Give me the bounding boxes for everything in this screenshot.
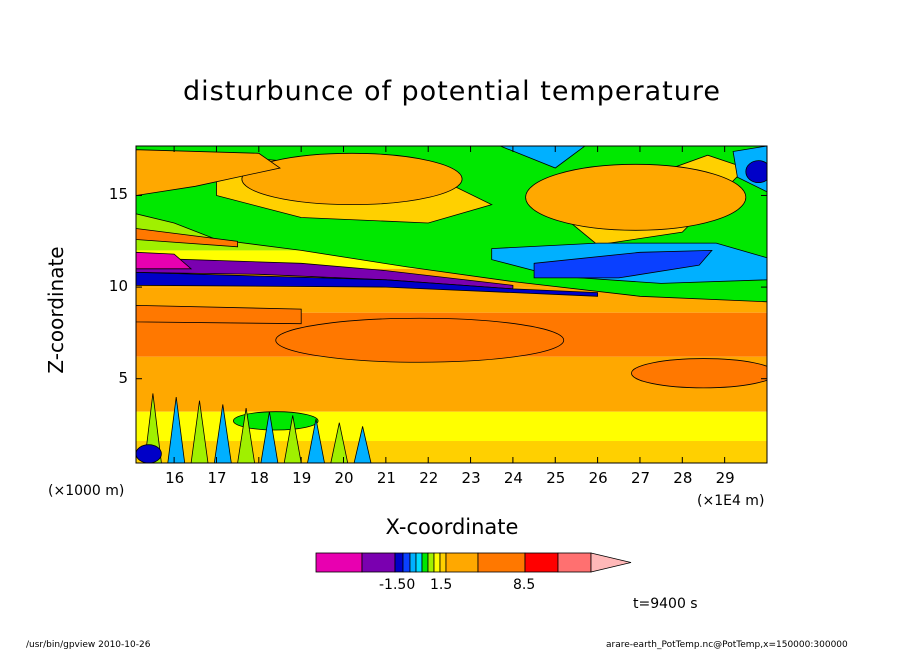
footer-left: /usr/bin/gpview 2010-10-26 [26,640,151,650]
x-tick-label-21: 21 [376,469,396,487]
colorbar-swatch-9 [439,552,447,573]
colorbar-swatch-11 [477,552,526,573]
surface-green-patch [233,411,319,431]
surface-blue-spot [136,444,162,463]
tick-marks [136,146,767,463]
colorbar-swatch-13 [557,552,592,573]
x-tick-label-17: 17 [207,469,227,487]
deep-blue-right-spot [745,160,767,184]
time-label: t=9400 s [633,596,698,612]
y-tick-label-10: 10 [108,277,128,296]
x-tick-label-18: 18 [249,469,269,487]
colorbar-swatch-12 [524,552,559,573]
surface-tooth-2 [190,400,209,463]
x-tick-label-20: 20 [334,469,354,487]
colorbar-label-0: -1.50 [379,577,416,593]
x-tick-label-22: 22 [419,469,439,487]
band-near-surface [136,411,767,442]
blue-layer [533,249,713,279]
colorbar-swatch-1 [361,552,396,573]
colorbar-swatch-8 [433,552,441,573]
x-tick-label-27: 27 [630,469,651,487]
x-tick-label-29: 29 [715,469,735,487]
upper-left-orange-cell [241,152,463,206]
colorbar-arrow [590,552,632,573]
colorbar-label-1: 1.5 [430,577,453,593]
upper-corner-orange [136,149,281,196]
x-axis-label: X-coordinate [385,515,519,539]
contour-field [136,146,767,463]
colorbar-swatch-0 [315,552,363,573]
central-warm-cell [275,317,565,363]
surface-tooth-1 [167,396,186,463]
cyan-upper-patch [500,146,586,169]
surface-tooth-3 [213,404,232,463]
colorbar-swatch-6 [421,552,429,573]
upper-right-orange-cell [525,163,747,231]
surface-tooth-9 [353,426,372,463]
colorbar [315,552,632,573]
dark-blue-inversion [136,271,598,297]
x-unit-right: (×1E4 m) [697,493,765,509]
x-tick-label-26: 26 [588,469,608,487]
colorbar-label-2: 8.5 [513,577,536,593]
colorbar-swatch-3 [402,552,411,573]
x-tick-label-23: 23 [461,469,481,487]
y-tick-label-5: 5 [118,368,128,387]
footer-right: arare-earth_PotTemp.nc@PotTemp,x=150000:… [606,640,848,650]
x-tick-label-19: 19 [292,469,312,487]
y-tick-label-15: 15 [108,185,128,204]
magenta-inversion [136,251,193,270]
surface-tooth-6 [283,415,302,463]
surface-tooth-8 [330,422,349,463]
plot-frame [135,145,768,464]
right-warm-cell [631,358,767,389]
x-unit-left: (×1000 m) [48,483,125,499]
surface-tooth-4 [237,407,256,463]
colorbar-swatch-4 [409,552,417,573]
colorbar-swatch-10 [445,552,479,573]
colorbar-swatch-2 [394,552,404,573]
surface-tooth-7 [307,418,325,463]
x-tick-label-16: 16 [165,469,185,487]
x-tick-label-28: 28 [673,469,693,487]
left-warm-streak [136,304,302,325]
colorbar-swatch-7 [427,552,435,573]
chart-title: disturbunce of potential temperature [183,76,721,107]
x-tick-label-24: 24 [503,469,523,487]
colorbar-swatch-5 [415,552,423,573]
thin-orange-streak [136,228,238,248]
x-tick-label-25: 25 [546,469,566,487]
surface-tooth-5 [260,411,279,463]
